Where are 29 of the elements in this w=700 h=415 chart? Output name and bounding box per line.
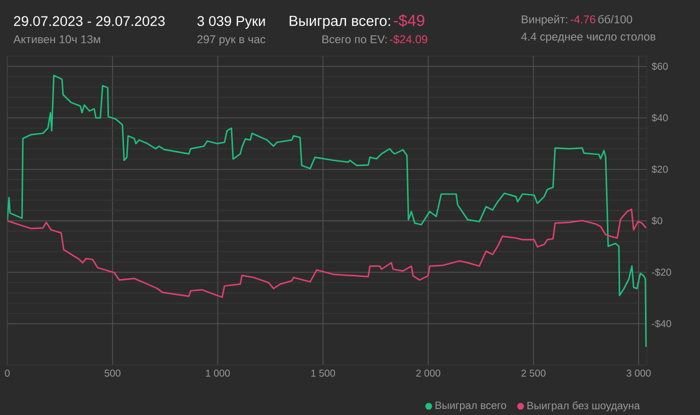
x-tick-label: 1 500 [311,370,336,377]
text: Всего по EV: [322,35,387,44]
y-tick-label: $40 [652,114,668,122]
line-series [7,208,647,298]
chart-title: 29.07.2023 - 29.07.2023 [14,16,165,26]
y-tick-label: -$40 [652,320,672,328]
text: Выиграл всего: [290,16,390,29]
legend-label: Выиграл всего [436,402,506,412]
y-tick-label: $20 [652,165,668,174]
x-tick-label: 2 000 [416,370,440,377]
x-tick-label: 0 [4,370,10,377]
text: -$49 [394,14,424,27]
y-tick-label: $60 [652,62,668,70]
line-series [7,74,647,348]
text: Винрейт: [522,14,568,26]
text: -4.76 [570,15,596,24]
x-tick-label: 2 500 [521,370,546,377]
text: 3 039 Руки [197,16,265,29]
x-tick-label: 1 000 [206,370,230,377]
text: -$24.09 [390,34,428,44]
x-tick-label: 3 000 [626,370,651,377]
x-tick-label: 500 [104,370,120,377]
y-tick-label: -$20 [652,268,672,276]
y-tick-label: $0 [652,216,662,225]
text: 4.4 среднее число столов [521,32,656,43]
chart-subtitle: Активен 10ч 13м [13,35,100,44]
text: 297 рук в час [197,35,266,46]
legend-label: Выиграл без шоудауна [528,401,640,412]
text: бб/100 [598,14,632,24]
